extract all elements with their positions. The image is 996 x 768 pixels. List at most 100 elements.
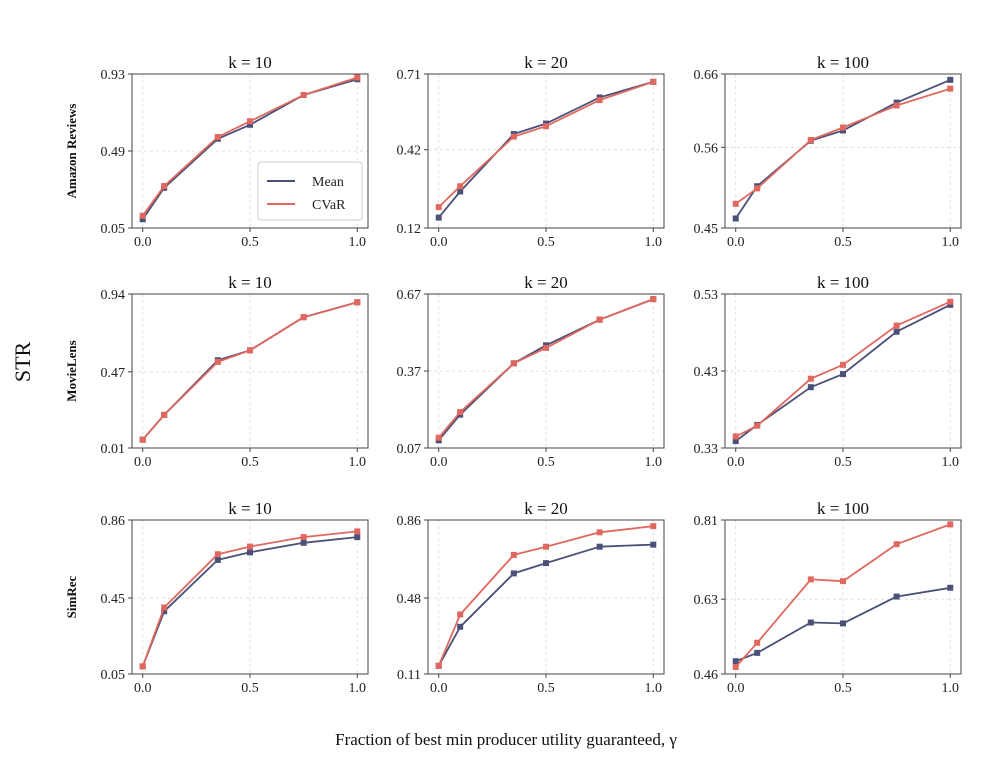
x-tick-label: 1.0 [349,235,367,250]
data-point-cvar [510,551,517,558]
series-line-cvar [735,300,951,438]
data-point-cvar [510,360,517,367]
legend-label-mean: Mean [312,175,344,190]
panel-2-2: 0.0 0.5 1.0 0.07 0.37 0.67 k = 20 [397,273,665,470]
data-point-mean [893,328,900,335]
panel-2-3: 0.0 0.5 1.0 0.33 0.43 0.53 k = 100 [694,273,962,470]
y-tick-label: 0.05 [101,668,126,683]
data-point-cvar [754,639,761,646]
data-point-cvar [510,133,517,140]
legend: Mean CVaR [257,161,363,221]
x-tick-label: 0.5 [834,235,852,250]
x-tick-label: 0.0 [430,681,448,696]
data-point-cvar [807,137,814,143]
x-tick-label: 0.5 [241,235,259,250]
data-point-cvar [300,534,307,541]
data-point-cvar [732,663,739,670]
y-tick-label: 0.66 [694,68,719,83]
y-tick-label: 0.33 [694,442,719,457]
data-point-cvar [139,212,146,219]
panel-3-2: 0.0 0.5 1.0 0.11 0.48 0.86 k = 20 [397,499,665,696]
y-tick-label: 0.71 [397,68,422,83]
panel-title: k = 20 [524,53,568,72]
y-tick-label: 0.93 [101,68,126,83]
data-point-cvar [596,316,603,323]
y-tick-label: 0.48 [397,592,422,607]
data-point-cvar [139,436,146,443]
y-tick-label: 0.12 [397,222,422,237]
plot-frame [427,519,665,675]
data-point-cvar [435,662,442,669]
series-line-mean [142,301,358,441]
data-point-cvar [947,298,954,305]
panel-1-2: 0.0 0.5 1.0 0.12 0.42 0.71 k = 20 [397,53,665,250]
panel-title: k = 10 [228,499,272,518]
data-point-mean [840,371,846,378]
x-tick-label: 0.5 [537,681,555,696]
data-point-cvar [435,204,442,211]
data-point-mean [214,556,221,563]
series-line-cvar [141,76,358,217]
x-tick-label: 1.0 [645,455,663,470]
data-point-cvar [354,528,361,535]
panel-1-1: 0.0 0.5 1.0 0.05 0.49 0.93 k = 10 Amazon Review… [64,53,369,250]
data-point-mean [732,215,739,222]
data-point-cvar [457,183,464,190]
y-tick-label: 0.37 [397,365,422,380]
data-point-cvar [139,663,146,670]
data-point-cvar [840,124,846,131]
x-tick-label: 0.5 [537,455,555,470]
y-tick-label: 0.01 [101,442,126,457]
data-point-mean [435,214,442,221]
series-line-cvar [437,525,654,667]
x-tick-label: 0.5 [834,455,852,470]
y-tick-label: 0.47 [101,366,126,381]
data-point-cvar [650,78,657,85]
x-tick-label: 0.5 [537,235,555,250]
data-point-cvar [840,578,846,585]
y-tick-label: 0.86 [397,514,422,529]
data-point-cvar [893,102,900,109]
data-point-cvar [247,543,253,550]
data-point-cvar [543,543,549,550]
data-point-cvar [161,604,168,611]
plot-frame [427,73,665,229]
plot-frame [131,293,369,449]
data-point-cvar [457,611,464,618]
x-tick-label: 0.5 [241,681,259,696]
data-point-cvar [247,347,253,354]
x-tick-label: 0.5 [834,681,852,696]
x-tick-label: 1.0 [645,235,663,250]
series-line-cvar [142,301,358,441]
x-tick-label: 0.0 [727,235,745,250]
data-point-mean [596,543,603,550]
data-point-cvar [754,185,761,192]
series-line-mean [438,80,654,219]
x-tick-label: 1.0 [349,681,367,696]
y-tick-label: 0.45 [694,222,719,237]
data-point-cvar [650,523,657,530]
legend-box [257,161,363,221]
y-tick-label: 0.11 [397,668,421,683]
data-point-mean [807,619,814,626]
x-tick-label: 0.0 [727,455,745,470]
data-point-mean [650,541,657,548]
data-point-mean [510,570,517,577]
data-point-cvar [214,134,221,140]
data-point-mean [247,121,253,128]
data-point-cvar [893,541,900,548]
data-point-cvar [214,358,221,365]
data-point-cvar [732,433,739,440]
x-tick-label: 0.0 [134,681,152,696]
x-tick-label: 0.0 [430,235,448,250]
data-point-cvar [807,576,814,583]
x-tick-label: 1.0 [645,681,663,696]
panel-title: k = 20 [524,499,568,518]
y-tick-label: 0.45 [101,592,126,607]
data-point-cvar [214,551,221,558]
panel-title: k = 100 [817,273,869,292]
data-point-mean [893,593,900,600]
panel-2-1: 0.0 0.5 1.0 0.01 0.47 0.94 k = 10 MovieLens [64,273,369,470]
data-point-mean [543,560,549,567]
data-point-cvar [807,375,814,382]
